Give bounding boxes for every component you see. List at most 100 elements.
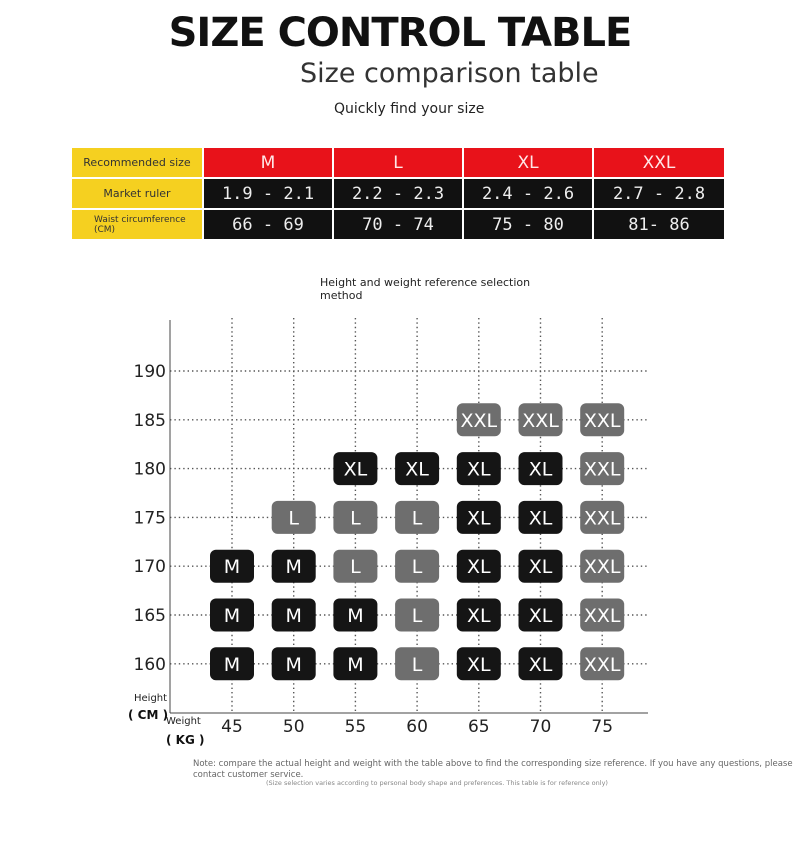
x-axis-unit: ( KG ) [166,733,204,747]
size-cell [518,500,563,534]
size-cell-label: XXL [584,654,621,676]
size-cell [518,549,563,583]
y-axis-unit: ( CM ) [128,708,168,722]
x-tick-label: 45 [221,717,243,737]
x-tick-label: 50 [283,717,305,737]
note-subtext: (Size selection varies according to pers… [266,779,608,787]
market-ruler-xxl: 2.7 - 2.8 [594,179,724,208]
x-tick-label: 65 [468,717,490,737]
size-cell [456,403,501,437]
size-cell-label: M [347,654,363,676]
size-cell [333,647,378,681]
size-cell-label: L [412,654,423,676]
size-cell [456,452,501,486]
size-cell [456,598,501,632]
size-cell [271,647,316,681]
size-cell [210,549,254,583]
size-cell [395,500,440,534]
size-cell-label: XL [405,459,429,481]
size-cell [210,647,254,681]
size-cell [333,598,378,632]
waist-xl: 75 - 80 [464,210,592,239]
x-tick-label: 60 [406,717,428,737]
x-tick-label: 75 [591,717,613,737]
row-label-recommended-size: Recommended size [72,148,202,177]
size-cell [580,598,625,632]
row-label-market-ruler: Market ruler [72,179,202,208]
size-cell [395,598,440,632]
size-cell-label: M [347,605,363,627]
size-cell [518,598,563,632]
size-cell [580,549,625,583]
size-cell-label: XL [529,459,553,481]
y-axis-label: Height [134,693,167,704]
size-cell-label: L [350,507,361,529]
page-title: SIZE CONTROL TABLE [168,10,633,56]
size-cell-label: XXL [584,410,621,432]
page-subtitle: Size comparison table [300,58,599,89]
size-cell-label: XL [467,459,491,481]
size-cell-label: XL [529,507,553,529]
size-cell [456,549,501,583]
page-tagline: Quickly find your size [334,101,485,117]
size-table: Recommended size Market ruler Waist circ… [72,148,724,239]
waist-m: 66 - 69 [204,210,332,239]
size-cell-label: M [285,654,301,676]
size-cell [271,549,316,583]
size-cell [518,452,563,486]
size-cell [210,598,254,632]
size-cell [271,500,316,534]
size-cell [580,500,625,534]
size-cell-label: L [412,605,423,627]
y-tick-label: 185 [134,411,166,431]
market-ruler-m: 1.9 - 2.1 [204,179,332,208]
y-tick-label: 170 [134,557,166,577]
waist-l: 70 - 74 [334,210,462,239]
size-cell-label: XL [344,459,368,481]
size-cell-label: XXL [584,605,621,627]
size-cell [395,452,440,486]
market-ruler-l: 2.2 - 2.3 [334,179,462,208]
waist-xxl: 81- 86 [594,210,724,239]
note-text: Note: compare the actual height and weig… [193,759,793,780]
size-cell [333,500,378,534]
size-cell-label: XL [529,654,553,676]
size-cell-label: XL [467,507,491,529]
size-cell-label: XL [529,605,553,627]
size-cell [456,500,501,534]
size-header-m: M [204,148,332,177]
size-cell-label: XXL [584,556,621,578]
chart-title: Height and weight reference selection me… [320,276,531,302]
size-cell-label: L [412,507,423,529]
x-tick-label: 55 [345,717,367,737]
size-cell [580,647,625,681]
size-cell [456,647,501,681]
size-cell [333,549,378,583]
y-tick-label: 160 [134,655,166,675]
size-header-l: L [334,148,462,177]
y-tick-label: 165 [134,606,166,626]
size-cell-label: XL [529,556,553,578]
size-cell [518,403,563,437]
row-label-waist: Waist circumference (CM) [72,210,202,239]
x-axis-label: Weight [166,716,201,727]
size-cell [395,549,440,583]
size-cell-label: L [412,556,423,578]
size-cell [518,647,563,681]
size-cell [395,647,440,681]
size-cell [333,452,378,486]
size-cell-label: M [224,654,240,676]
market-ruler-xl: 2.4 - 2.6 [464,179,592,208]
chart-cells: XXL XXL XXL XL XL XL XL XXL L L L XL XL XXL M M L L XL XL XX… [210,403,625,681]
size-cell [580,403,625,437]
size-header-xxl: XXL [594,148,724,177]
x-tick-label: 70 [530,717,552,737]
size-cell-label: M [224,556,240,578]
size-cell-label: XXL [584,459,621,481]
size-cell-label: XL [467,556,491,578]
size-cell-label: XL [467,654,491,676]
size-cell-label: M [285,556,301,578]
size-cell-label: XXL [522,410,559,432]
y-tick-label: 180 [134,460,166,480]
